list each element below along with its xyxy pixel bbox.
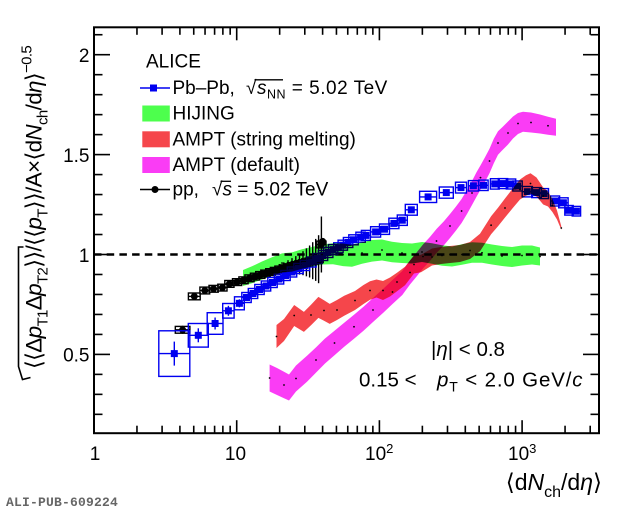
svg-text:103: 103 <box>508 441 536 465</box>
svg-text:0.15 <: 0.15 < <box>359 369 417 392</box>
svg-text:AMPT (default): AMPT (default) <box>173 155 300 176</box>
svg-text:1.5: 1.5 <box>63 146 89 167</box>
svg-text:|η| < 0.8: |η| < 0.8 <box>431 338 505 361</box>
svg-text:ALICE: ALICE <box>146 51 201 72</box>
svg-text:⟨⟨ΔpT1ΔpT2⟩⟩/⟨⟨pT⟩⟩/A×⟨dNch/dη: ⟨⟨ΔpT1ΔpT2⟩⟩/⟨⟨pT⟩⟩/A×⟨dNch/dη⟩−0.5 <box>19 46 52 369</box>
svg-text:0.5: 0.5 <box>63 346 89 367</box>
svg-text:ALI-PUB-609224: ALI-PUB-609224 <box>6 495 118 510</box>
svg-text:HIJING: HIJING <box>173 104 235 125</box>
svg-text:1: 1 <box>79 246 90 267</box>
svg-text:Pb–Pb,: Pb–Pb, <box>173 78 235 99</box>
svg-text:1: 1 <box>90 444 101 465</box>
svg-text:10: 10 <box>225 444 246 465</box>
svg-text:pp,: pp, <box>173 180 199 201</box>
svg-text:pT < 2.0 GeV/c: pT < 2.0 GeV/c <box>436 369 583 395</box>
svg-text:√s = 5.02 TeV: √s = 5.02 TeV <box>212 180 329 201</box>
svg-text:AMPT (string melting): AMPT (string melting) <box>173 129 356 150</box>
svg-text:2: 2 <box>79 46 90 67</box>
